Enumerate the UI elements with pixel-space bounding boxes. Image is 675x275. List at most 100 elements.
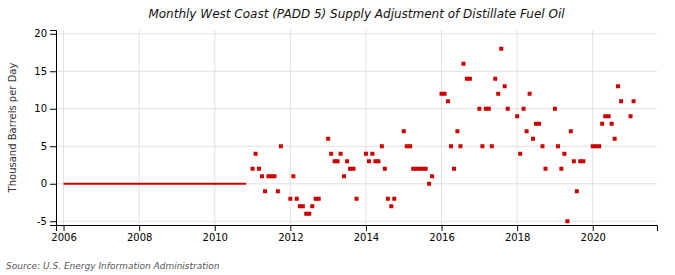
- y-grid-line: [56, 33, 657, 34]
- point: [569, 129, 573, 133]
- x-tick-label: 2016: [429, 232, 454, 243]
- x-grid-line: [290, 30, 291, 225]
- x-grid-line: [517, 30, 518, 225]
- y-tick-label: -5: [37, 216, 47, 227]
- scatter-series: [251, 47, 636, 224]
- source: Source: U.S. Energy Information Administ…: [6, 261, 220, 271]
- point: [613, 137, 617, 141]
- point: [339, 152, 343, 156]
- point: [559, 167, 563, 171]
- y-tick-label: 0: [41, 178, 47, 189]
- point: [468, 77, 472, 81]
- y-axis-title: Thousand Barrels per Day: [7, 63, 18, 194]
- point: [276, 189, 280, 193]
- point: [263, 189, 267, 193]
- x-tick: 2020: [581, 225, 606, 243]
- point: [480, 144, 484, 148]
- point: [295, 197, 299, 201]
- point: [525, 129, 529, 133]
- x-tick-label: 2010: [203, 232, 228, 243]
- x-grid-line: [63, 30, 64, 225]
- x-tick: 2010: [203, 225, 228, 243]
- point: [503, 84, 507, 88]
- point: [288, 197, 292, 201]
- line: [64, 183, 247, 185]
- x-tick: 2014: [354, 225, 379, 243]
- point: [389, 204, 393, 208]
- point: [336, 159, 340, 163]
- x-axis: 2006 2008 2010 2012 2014 2016 2018 2020: [51, 225, 657, 243]
- x-tick-mark: [593, 225, 594, 231]
- y-tick-mark: [50, 184, 56, 185]
- point: [506, 107, 510, 111]
- point: [317, 197, 321, 201]
- point: [351, 167, 355, 171]
- point: [528, 92, 532, 96]
- x-tick: 2006: [51, 225, 76, 243]
- point: [487, 107, 491, 111]
- y-axis: -505101520: [34, 28, 56, 227]
- grid: [56, 30, 657, 225]
- x-tick-label: 2018: [505, 232, 530, 243]
- chart: 20062008201020122014201620182020-5051015…: [0, 0, 675, 275]
- point: [348, 167, 352, 171]
- point: [392, 197, 396, 201]
- point: [594, 144, 598, 148]
- point: [430, 174, 434, 178]
- point: [408, 144, 412, 148]
- point: [376, 159, 380, 163]
- x-tick-label: 2020: [581, 232, 606, 243]
- point: [345, 159, 349, 163]
- point: [260, 174, 264, 178]
- y-tick-label: 15: [34, 66, 47, 77]
- point: [414, 167, 418, 171]
- point: [518, 152, 522, 156]
- point: [522, 107, 526, 111]
- point: [424, 167, 428, 171]
- point: [427, 182, 431, 186]
- point: [301, 204, 305, 208]
- point: [455, 129, 459, 133]
- point: [370, 152, 374, 156]
- point: [251, 167, 255, 171]
- point: [307, 212, 311, 216]
- point: [367, 159, 371, 163]
- point: [254, 152, 258, 156]
- point: [537, 122, 541, 126]
- point: [458, 144, 462, 148]
- x-tick: 2008: [127, 225, 152, 243]
- point: [531, 137, 535, 141]
- x-tick-mark: [139, 225, 140, 231]
- point: [342, 174, 346, 178]
- y-tick: -5: [37, 216, 56, 227]
- point: [515, 114, 519, 118]
- x-tick-label: 2008: [127, 232, 152, 243]
- x-tick-label: 2012: [278, 232, 303, 243]
- x-tick-mark: [64, 225, 65, 231]
- x-grid-line: [214, 30, 215, 225]
- point: [272, 174, 276, 178]
- point: [449, 144, 453, 148]
- x-tick: 2018: [505, 225, 530, 243]
- point: [326, 137, 330, 141]
- x-tick-mark: [290, 225, 291, 231]
- point: [291, 174, 295, 178]
- point: [461, 62, 465, 66]
- point: [581, 159, 585, 163]
- point: [386, 197, 390, 201]
- point: [572, 159, 576, 163]
- point: [556, 144, 560, 148]
- point: [405, 144, 409, 148]
- title: Monthly West Coast (PADD 5) Supply Adjus…: [148, 7, 565, 21]
- y-grid-line: [56, 71, 657, 72]
- y-grid-line: [56, 183, 657, 184]
- point: [446, 99, 450, 103]
- x-axis-line: [57, 226, 658, 232]
- point: [443, 92, 447, 96]
- y-tick-mark: [50, 34, 56, 35]
- point: [543, 167, 547, 171]
- point: [610, 122, 614, 126]
- x-tick-mark: [517, 225, 518, 231]
- x-tick: 2016: [429, 225, 454, 243]
- point: [402, 129, 406, 133]
